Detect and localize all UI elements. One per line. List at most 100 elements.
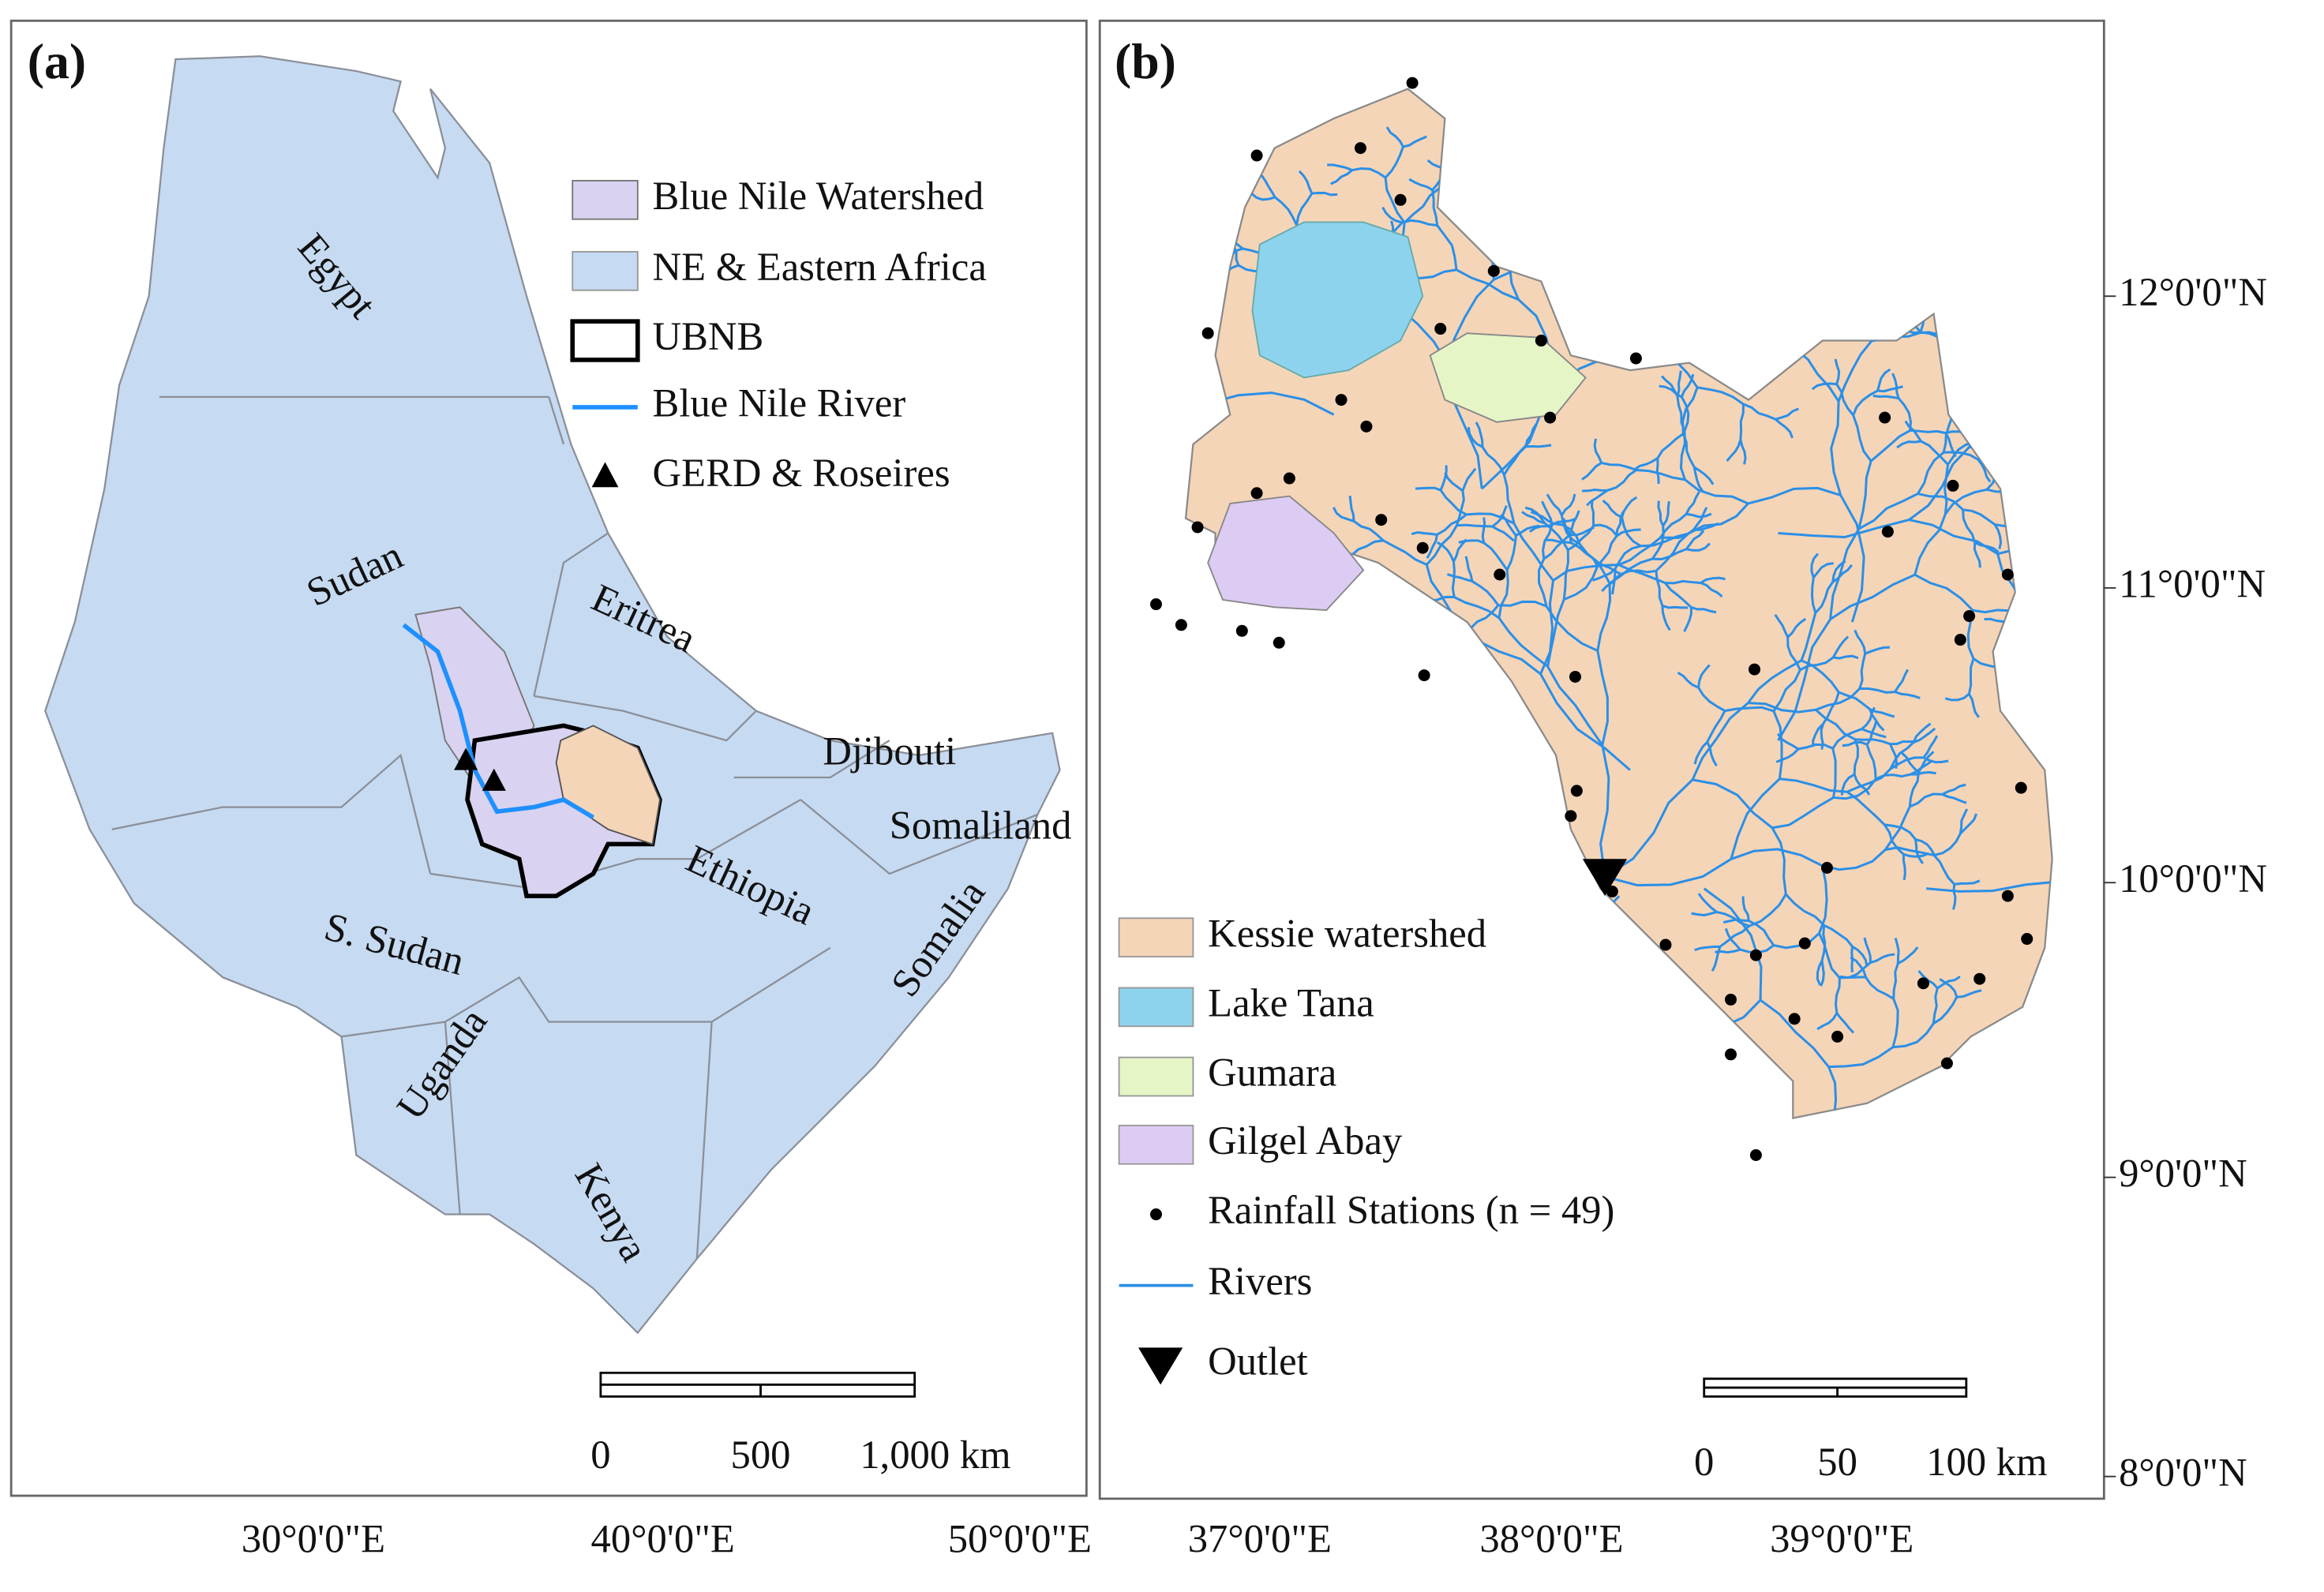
river [1665, 579, 1701, 585]
river [1915, 838, 1936, 856]
river [1458, 539, 1485, 545]
river [1829, 573, 1916, 620]
river [1525, 444, 1552, 448]
river [1693, 741, 1708, 765]
legend-swatch [1149, 1208, 1162, 1221]
river [1640, 532, 1689, 548]
river [1778, 519, 1910, 539]
river [2171, 1021, 2176, 1054]
river [1348, 496, 1355, 522]
river [1959, 813, 1977, 835]
river [1814, 581, 1835, 614]
river [1688, 502, 1749, 535]
x-axis-label: 30°0'0"E [242, 1517, 385, 1561]
river [1636, 469, 1685, 481]
legend-label: GERD & Roseires [653, 451, 950, 495]
river [1593, 438, 1603, 464]
river [1812, 562, 1834, 579]
river [1703, 887, 1763, 1001]
river [1947, 441, 1975, 466]
river [1662, 500, 1670, 527]
river [1452, 538, 1467, 563]
river [1748, 920, 1775, 946]
rainfall-station [1565, 810, 1577, 822]
river [1742, 403, 1776, 421]
rainfall-station [1418, 669, 1430, 682]
river [1697, 664, 1711, 688]
river [1659, 513, 1688, 539]
river [1529, 523, 1554, 533]
river [2244, 783, 2261, 802]
river [1706, 710, 1726, 743]
river [2123, 670, 2146, 697]
river [1426, 524, 1458, 566]
border [111, 395, 1038, 1259]
rainfall-station [1724, 993, 1737, 1006]
river [1917, 451, 1945, 495]
legend-label: Rainfall Stations (n = 49) [1208, 1188, 1614, 1232]
scale-labels: 0 50 100 km [1694, 1440, 2047, 1484]
river [1775, 407, 1800, 421]
y-axis-label: 10°0'0"N [2119, 856, 2267, 901]
river [1401, 219, 1438, 227]
river [1295, 193, 1314, 226]
river [2288, 952, 2313, 956]
river [2254, 950, 2273, 979]
river [1936, 976, 1961, 990]
river [1967, 658, 1975, 695]
rainfall-station [1201, 327, 1214, 339]
legend-swatch [1118, 987, 1194, 1028]
river [1621, 517, 1642, 548]
legend-swatch [1138, 1347, 1183, 1385]
river [1820, 960, 1825, 987]
river [2193, 751, 2224, 767]
river [1706, 741, 1718, 767]
rainfall-station [1788, 1013, 1801, 1025]
rainfall-station [1354, 142, 1366, 155]
river [1775, 418, 1794, 439]
rainfall-station [1149, 598, 1162, 611]
river [1562, 549, 1569, 600]
legend-label: NE & Eastern Africa [653, 245, 987, 289]
river [1691, 702, 1749, 781]
river [1467, 426, 1483, 448]
river [1816, 960, 1824, 986]
river [1436, 513, 1467, 536]
river [1408, 178, 1434, 192]
river [1439, 489, 1467, 516]
legend-swatch [1118, 917, 1194, 958]
river [1941, 793, 1967, 804]
legend-label: Gilgel Abay [1208, 1118, 1403, 1163]
legend-label: Kessie watershed [1208, 911, 1486, 955]
land [44, 55, 1061, 1335]
river [1700, 576, 1726, 584]
river [1351, 167, 1386, 179]
outlet [1582, 859, 1628, 897]
river [1846, 791, 1886, 826]
river [1724, 706, 1775, 713]
river [1774, 614, 1790, 638]
river [1543, 522, 1569, 551]
river [1816, 1012, 1839, 1031]
rainfall-station [1570, 785, 1583, 797]
river [1832, 654, 1859, 660]
river [2213, 920, 2216, 946]
river [1697, 893, 1718, 913]
river [1926, 880, 2052, 893]
river [2228, 803, 2245, 833]
river [2259, 938, 2266, 962]
river [1820, 925, 1827, 961]
rainfall-station [1724, 1048, 1737, 1061]
rainfall-station [1831, 1030, 1844, 1043]
river [1977, 459, 1992, 483]
river [1684, 478, 1749, 505]
river [1381, 206, 1403, 224]
river [1739, 404, 1745, 440]
river [2196, 920, 2213, 939]
rainfall-station [1954, 634, 1966, 646]
river [1724, 927, 1741, 951]
river [1633, 457, 1659, 471]
river [1604, 778, 1694, 878]
river [1786, 617, 1807, 639]
river [1890, 740, 1916, 746]
